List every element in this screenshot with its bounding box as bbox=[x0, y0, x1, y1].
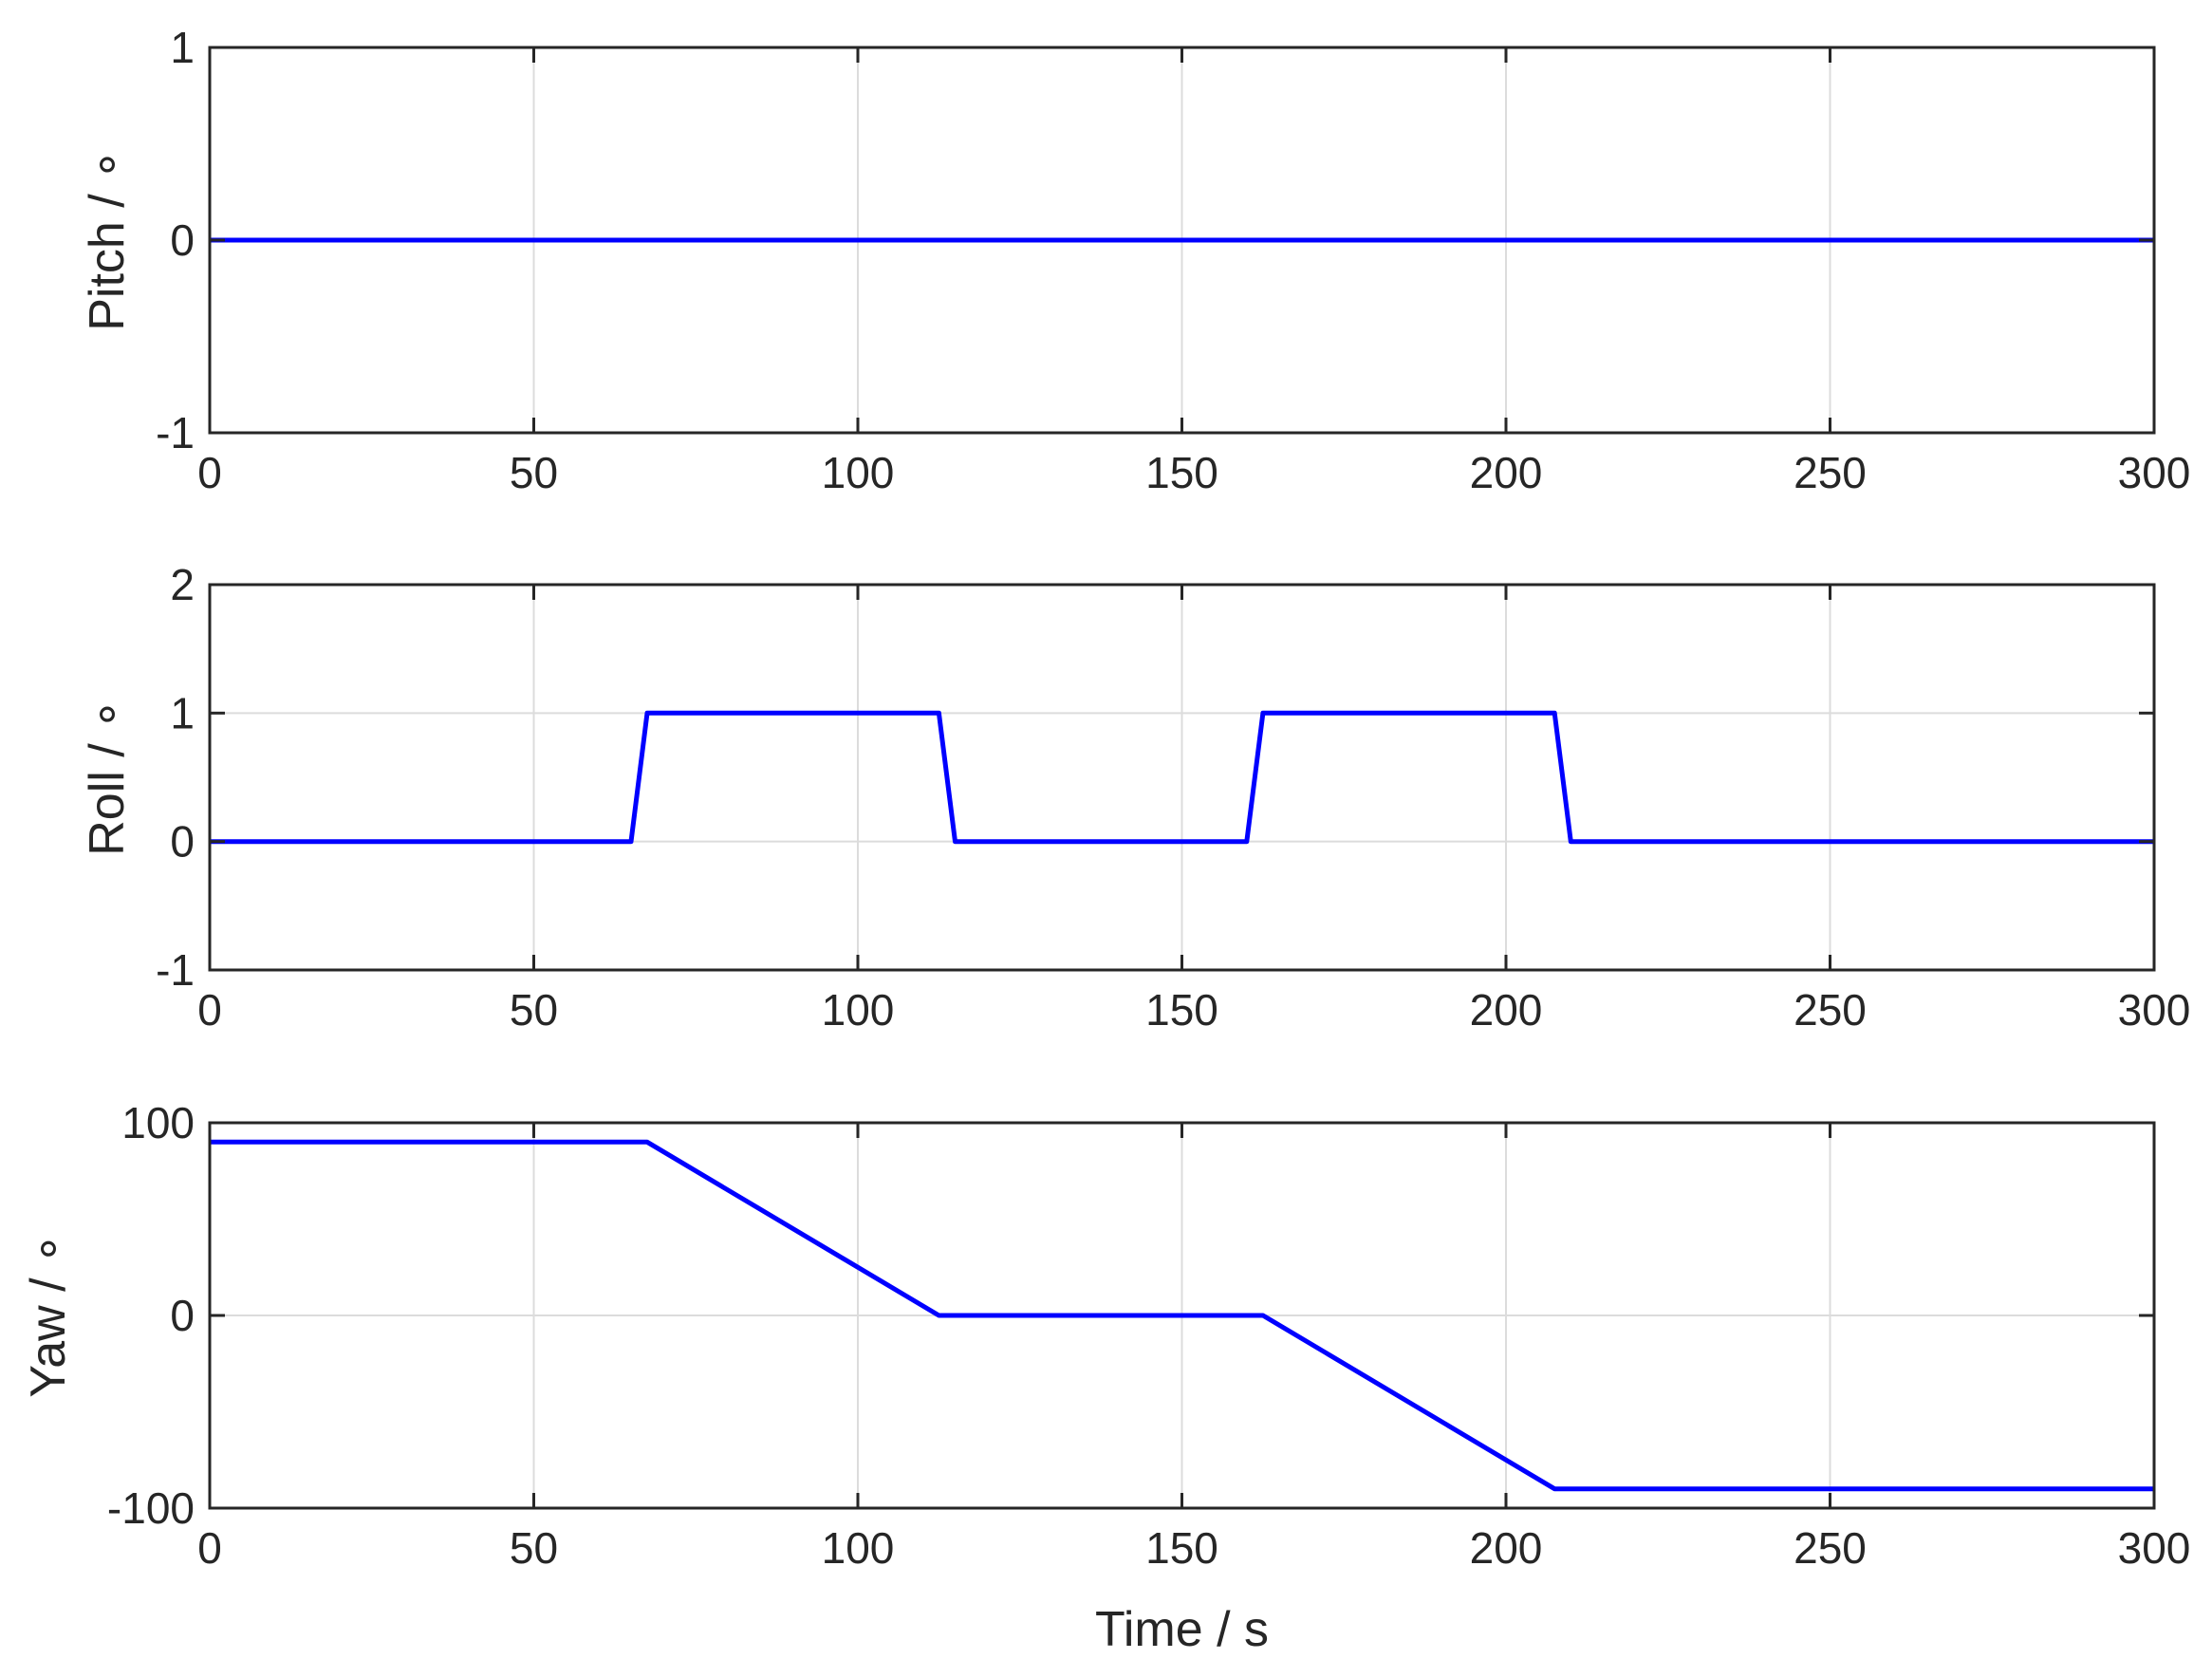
roll-x-tick-label: 250 bbox=[1794, 985, 1867, 1035]
yaw-x-axis-label: Time / s bbox=[1095, 1602, 1269, 1657]
roll-y-tick-label: 2 bbox=[170, 560, 195, 609]
pitch-y-tick-label: 0 bbox=[170, 215, 195, 265]
roll-x-tick-label: 150 bbox=[1145, 985, 1218, 1035]
yaw-x-tick-label: 0 bbox=[197, 1523, 222, 1573]
pitch-x-tick-label: 300 bbox=[2118, 448, 2191, 497]
roll-x-tick-label: 100 bbox=[822, 985, 895, 1035]
roll-x-tick-label: 200 bbox=[1470, 985, 1543, 1035]
yaw-x-tick-label: 300 bbox=[2118, 1523, 2191, 1573]
pitch-y-tick-label: -1 bbox=[156, 408, 195, 457]
yaw-x-tick-label: 150 bbox=[1145, 1523, 1218, 1573]
yaw-x-tick-label: 50 bbox=[510, 1523, 558, 1573]
roll-series-line bbox=[210, 710, 2154, 845]
roll-y-tick-label: 1 bbox=[170, 688, 195, 737]
roll-y-axis-label: Roll / ∘ bbox=[80, 699, 135, 855]
yaw-y-tick-label: 100 bbox=[121, 1098, 195, 1147]
roll-y-tick-label: 0 bbox=[170, 817, 195, 867]
pitch-x-tick-label: 250 bbox=[1794, 448, 1867, 497]
roll-y-tick-label: -1 bbox=[156, 945, 195, 995]
pitch-y-tick-label: 1 bbox=[170, 23, 195, 72]
yaw-series-line bbox=[210, 1139, 2154, 1492]
pitch-x-tick-label: 50 bbox=[510, 448, 558, 497]
yaw-x-tick-label: 100 bbox=[822, 1523, 895, 1573]
pitch-y-axis-label: Pitch / ∘ bbox=[80, 149, 135, 331]
pitch-x-tick-label: 200 bbox=[1470, 448, 1543, 497]
roll-x-tick-label: 0 bbox=[197, 985, 222, 1035]
yaw-y-tick-label: -100 bbox=[107, 1483, 195, 1533]
pitch-x-tick-label: 100 bbox=[822, 448, 895, 497]
yaw-x-tick-label: 250 bbox=[1794, 1523, 1867, 1573]
yaw-y-axis-label: Yaw / ∘ bbox=[21, 1233, 76, 1397]
yaw-y-tick-label: 0 bbox=[170, 1291, 195, 1340]
pitch-x-tick-label: 0 bbox=[197, 448, 222, 497]
pitch-x-tick-label: 150 bbox=[1145, 448, 1218, 497]
roll-x-tick-label: 300 bbox=[2118, 985, 2191, 1035]
yaw-x-tick-label: 200 bbox=[1470, 1523, 1543, 1573]
roll-x-tick-label: 50 bbox=[510, 985, 558, 1035]
